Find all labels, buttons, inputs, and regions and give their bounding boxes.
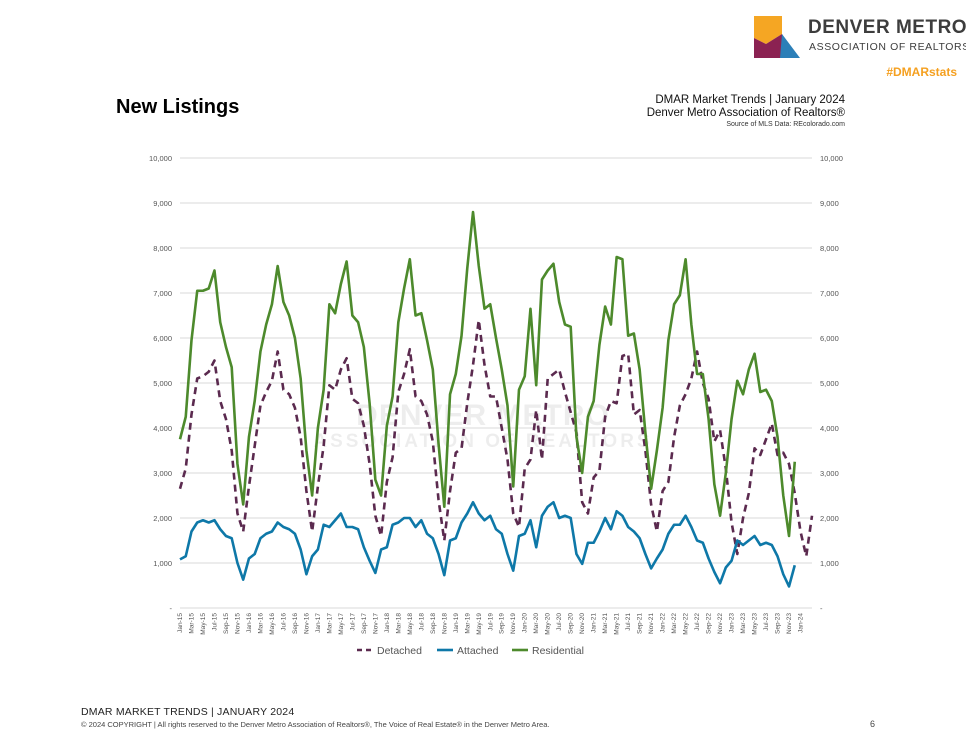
- x-tick-label: Jul-19: [487, 613, 494, 631]
- y-tick-label-right: 2,000: [820, 514, 839, 523]
- legend-label-residential: Residential: [532, 645, 584, 657]
- y-tick-label-right: 9,000: [820, 199, 839, 208]
- y-tick-label-left: 2,000: [153, 514, 172, 523]
- y-tick-label-left: 3,000: [153, 469, 172, 478]
- x-tick-label: Jan-19: [453, 613, 460, 633]
- x-tick-label: Nov-21: [648, 613, 655, 634]
- x-tick-label: Nov-22: [717, 613, 724, 634]
- x-tick-label: Nov-19: [510, 613, 517, 634]
- x-tick-label: Jan-23: [729, 613, 736, 633]
- y-tick-label-right: 8,000: [820, 244, 839, 253]
- y-tick-label-left: 10,000: [149, 154, 172, 163]
- x-tick-label: Jan-17: [315, 613, 322, 633]
- x-tick-label: Jan-15: [177, 613, 184, 633]
- x-tick-label: Mar-22: [671, 613, 678, 634]
- hashtag: #DMARstats: [886, 65, 957, 79]
- x-tick-label: Nov-18: [441, 613, 448, 634]
- y-tick-label-left: 1,000: [153, 559, 172, 568]
- logo-title: DENVER METRO: [808, 17, 966, 38]
- x-tick-label: Jan-21: [591, 613, 598, 633]
- x-tick-label: Mar-16: [257, 613, 264, 634]
- x-tick-label: Jul-21: [625, 613, 632, 631]
- y-tick-label-right: -: [820, 604, 823, 613]
- legend-label-attached: Attached: [457, 645, 499, 657]
- y-tick-label-right: 5,000: [820, 379, 839, 388]
- y-tick-label-right: 7,000: [820, 289, 839, 298]
- footer-copyright: © 2024 COPYRIGHT | All rights reserved t…: [81, 720, 550, 729]
- x-tick-label: Sep-22: [706, 613, 713, 634]
- y-tick-label-right: 1,000: [820, 559, 839, 568]
- x-tick-label: Nov-20: [579, 613, 586, 634]
- x-tick-label: Jul-15: [211, 613, 218, 631]
- x-tick-label: Mar-20: [533, 613, 540, 634]
- y-tick-label-right: 6,000: [820, 334, 839, 343]
- logo-orange-shape: [754, 16, 782, 44]
- page-title: New Listings: [116, 96, 240, 118]
- y-tick-label-right: 3,000: [820, 469, 839, 478]
- x-tick-label: Sep-21: [637, 613, 644, 634]
- y-tick-label-left: 4,000: [153, 424, 172, 433]
- x-tick-label: May-23: [752, 613, 759, 635]
- x-tick-label: Sep-17: [361, 613, 368, 634]
- y-tick-label-left: -: [170, 604, 173, 613]
- dmar-logo: [754, 16, 800, 58]
- y-tick-label-left: 5,000: [153, 379, 172, 388]
- y-tick-label-left: 6,000: [153, 334, 172, 343]
- x-tick-label: Sep-19: [499, 613, 506, 634]
- series-line-attached: [179, 500, 797, 588]
- x-tick-label: Mar-17: [326, 613, 333, 634]
- x-tick-label: Jan-22: [660, 613, 667, 633]
- y-tick-label-right: 4,000: [820, 424, 839, 433]
- y-tick-label-right: 10,000: [820, 154, 843, 163]
- report-title: DMAR Market Trends | January 2024: [655, 94, 845, 106]
- x-tick-label: Jan-20: [522, 613, 529, 633]
- y-tick-label-left: 8,000: [153, 244, 172, 253]
- x-tick-label: May-21: [614, 613, 621, 635]
- report-org: Denver Metro Association of Realtors®: [646, 107, 845, 119]
- x-tick-label: Sep-16: [292, 613, 299, 634]
- x-tick-label: Jul-23: [763, 613, 770, 631]
- x-tick-label: Mar-15: [188, 613, 195, 634]
- x-tick-label: May-18: [407, 613, 414, 635]
- series-line-residential: [178, 210, 797, 538]
- y-tick-label-left: 7,000: [153, 289, 172, 298]
- x-tick-label: May-19: [476, 613, 483, 635]
- x-tick-label: May-17: [338, 613, 345, 635]
- x-tick-label: Sep-20: [568, 613, 575, 634]
- logo-subtitle: ASSOCIATION OF REALTORS®: [809, 41, 966, 53]
- report-header: DMAR Market Trends | January 2024 Denver…: [647, 93, 845, 130]
- x-tick-label: Mar-19: [464, 613, 471, 634]
- x-tick-label: Sep-15: [223, 613, 230, 634]
- report-source: Source of MLS Data: REcolorado.com: [726, 121, 845, 128]
- y-tick-label-left: 9,000: [153, 199, 172, 208]
- x-tick-label: Jul-20: [556, 613, 563, 631]
- x-tick-label: Jan-18: [384, 613, 391, 633]
- watermark-text: ASSOCIATION OF REALTORS: [313, 431, 652, 452]
- x-tick-label: Sep-23: [775, 613, 782, 634]
- x-tick-label: Jan-24: [798, 613, 805, 633]
- logo-blue-shape: [780, 34, 800, 58]
- x-tick-label: May-16: [269, 613, 276, 635]
- x-tick-label: Jul-16: [280, 613, 287, 631]
- x-tick-label: May-22: [683, 613, 690, 635]
- footer-title: DMAR MARKET TRENDS | JANUARY 2024: [81, 706, 295, 718]
- x-tick-label: Jul-17: [349, 613, 356, 631]
- page-number: 6: [870, 719, 876, 729]
- x-tick-label: Sep-18: [430, 613, 437, 634]
- x-tick-label: Jan-16: [246, 613, 253, 633]
- x-tick-label: Nov-16: [303, 613, 310, 634]
- x-tick-label: Mar-18: [395, 613, 402, 634]
- x-tick-label: Nov-23: [786, 613, 793, 634]
- x-tick-label: Nov-15: [234, 613, 241, 634]
- x-tick-label: May-20: [545, 613, 552, 635]
- x-tick-label: Jul-22: [694, 613, 701, 631]
- watermark-text: DENVER METRO: [356, 399, 610, 432]
- legend-label-detached: Detached: [377, 645, 422, 657]
- x-tick-label: Mar-21: [602, 613, 609, 634]
- x-tick-label: May-15: [200, 613, 207, 635]
- x-tick-label: Jul-18: [418, 613, 425, 631]
- x-tick-label: Mar-23: [740, 613, 747, 634]
- x-tick-label: Nov-17: [372, 613, 379, 634]
